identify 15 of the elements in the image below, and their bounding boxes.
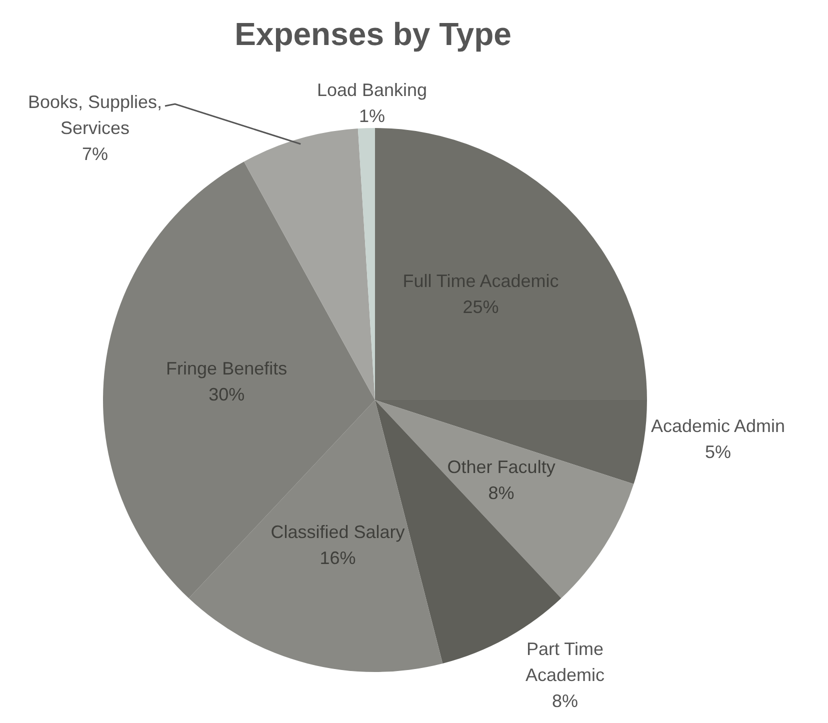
slice-label: Other Faculty [447, 457, 556, 478]
data-label: 8% [488, 483, 514, 504]
data-label: 30% [208, 384, 245, 404]
slice-label: Part Time Academic [525, 639, 605, 685]
slice-label: Fringe Benefits [166, 358, 288, 378]
chart-title: Expenses by Type [234, 16, 512, 52]
data-label: 1% [358, 106, 386, 126]
slice-label: Books, Supplies, Services [28, 92, 162, 138]
slice-label: Classified Salary [270, 522, 405, 542]
data-label: 5% [704, 442, 732, 462]
data-label: 7% [82, 144, 108, 164]
slice-label: Academic Admin [650, 416, 786, 436]
data-label: 16% [320, 548, 356, 568]
data-label: 8% [552, 691, 578, 711]
slice-label: Load Banking [316, 80, 428, 100]
